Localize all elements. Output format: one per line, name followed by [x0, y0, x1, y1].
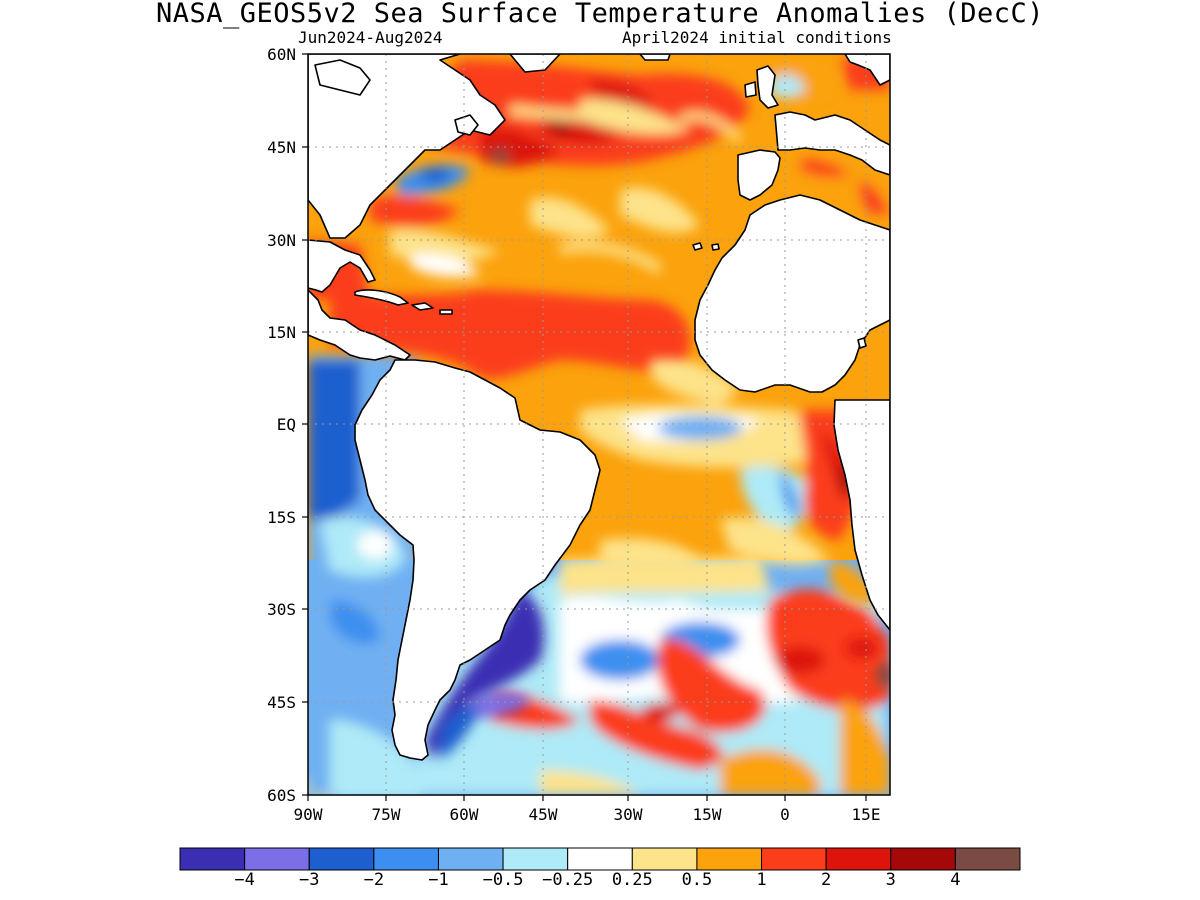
- colorbar-tick-label: −1: [428, 870, 449, 890]
- colorbar-tick-label: −0.5: [482, 870, 524, 890]
- lat-label: 45N: [267, 138, 296, 157]
- lat-label: 60S: [267, 786, 296, 805]
- colorbar-swatch: [373, 847, 439, 871]
- colorbar-swatch: [179, 847, 246, 871]
- lon-label: 15E: [852, 805, 881, 824]
- colorbar: [179, 847, 1021, 871]
- lon-label: 60W: [450, 805, 479, 824]
- lon-label: 90W: [294, 805, 323, 824]
- anomaly-field: [308, 54, 890, 795]
- continents: [308, 54, 890, 761]
- colorbar-swatch: [502, 847, 569, 871]
- colorbar-tick-label: 2: [821, 870, 832, 890]
- lon-label: 0: [780, 805, 790, 824]
- colorbar-tick-label: −0.25: [542, 870, 594, 890]
- colorbar-tick-label: 0.5: [681, 870, 713, 890]
- colorbar-swatch: [825, 847, 892, 871]
- colorbar-tick-label: −4: [234, 870, 255, 890]
- axis-ticks: [302, 53, 867, 801]
- lat-label: 60N: [267, 45, 296, 64]
- colorbar-tick-label: 4: [950, 870, 961, 890]
- lat-label: 30N: [267, 231, 296, 250]
- colorbar-swatch: [567, 847, 633, 871]
- colorbar-tick-label: 3: [885, 870, 896, 890]
- colorbar-swatch: [696, 847, 763, 871]
- colorbar-tick-label: 0.25: [611, 870, 653, 890]
- map-title: NASA_GEOS5v2 Sea Surface Temperature Ano…: [155, 0, 1045, 29]
- colorbar-swatch: [954, 847, 1021, 871]
- lat-label: EQ: [277, 415, 296, 434]
- gridlines: [308, 54, 890, 795]
- colorbar-tick-label: −2: [363, 870, 385, 890]
- lon-label: 45W: [529, 805, 558, 824]
- colorbar-tick-label: 1: [756, 870, 767, 890]
- initial-conditions: April2024 initial conditions: [622, 28, 892, 47]
- lat-label: 45S: [267, 693, 296, 712]
- lat-label: 15N: [267, 323, 296, 342]
- lon-label: 30W: [614, 805, 643, 824]
- colorbar-swatch: [437, 847, 504, 871]
- colorbar-tick-label: −3: [298, 870, 320, 890]
- colorbar-swatch: [761, 847, 827, 871]
- colorbar-swatch: [631, 847, 698, 871]
- lon-label: 75W: [372, 805, 401, 824]
- colorbar-swatch: [890, 847, 956, 871]
- colorbar-swatch: [308, 847, 375, 871]
- latitude-labels: 60N 45N 30N 15N EQ 15S 30S 45S 60S: [267, 45, 296, 805]
- forecast-period: Jun2024-Aug2024: [298, 28, 443, 47]
- colorbar-swatch: [244, 847, 310, 871]
- lat-label: 15S: [267, 508, 296, 527]
- lat-label: 30S: [267, 600, 296, 619]
- longitude-labels: 90W 75W 60W 45W 30W 15W 0 15E: [294, 805, 881, 824]
- lon-label: 15W: [693, 805, 722, 824]
